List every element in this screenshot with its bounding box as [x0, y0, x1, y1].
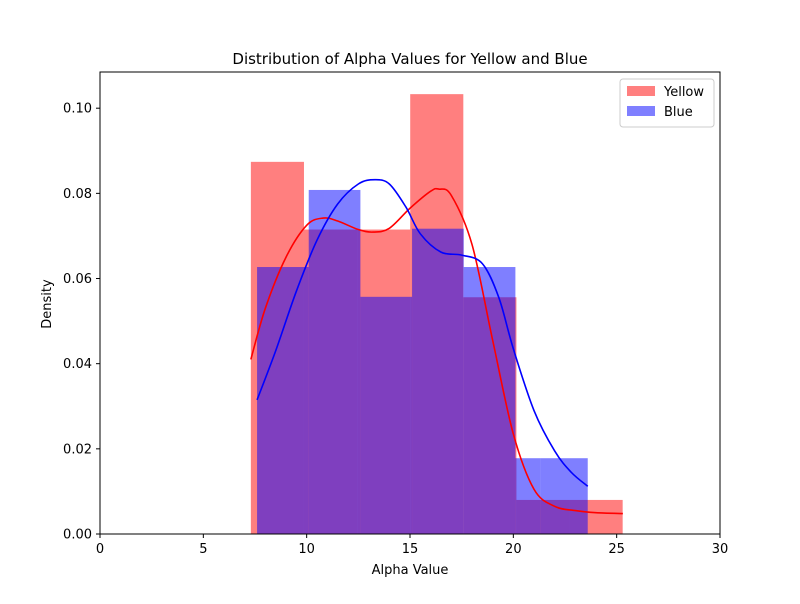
blue-histogram-bar	[412, 228, 464, 534]
x-tick-label: 10	[298, 542, 315, 557]
x-tick-label: 20	[505, 542, 522, 557]
x-axis-label: Alpha Value	[372, 563, 449, 578]
legend: Yellow Blue	[619, 78, 715, 128]
blue-histogram-bar	[515, 458, 541, 534]
yellow-kde-line	[250, 187, 623, 515]
legend-swatch-yellow	[627, 86, 655, 96]
legend-label-yellow: Yellow	[663, 85, 704, 100]
blue-histogram-bar	[360, 296, 413, 534]
axes: 0 5 10 15 20 25 30 0.00 0.02 0.04 0.06 0.08 0.10	[63, 71, 729, 557]
y-axis-label: Density	[40, 279, 55, 329]
blue-histogram-bar	[257, 267, 309, 534]
x-tick-label: 15	[402, 542, 419, 557]
legend-label-blue: Blue	[664, 105, 693, 120]
y-tick-label: 0.06	[63, 272, 92, 287]
y-tick-label: 0.02	[63, 442, 92, 457]
y-tick-label: 0.04	[63, 357, 92, 372]
legend-swatch-blue	[627, 106, 655, 116]
y-tick-label: 0.08	[63, 187, 92, 202]
blue-histogram-bar	[540, 458, 588, 534]
x-tick-label: 5	[199, 542, 207, 557]
x-tick-label: 30	[712, 542, 729, 557]
blue-histogram-bar	[308, 189, 361, 535]
plot-area	[250, 94, 623, 535]
y-tick-label: 0.00	[63, 528, 92, 543]
x-tick-label: 25	[608, 542, 625, 557]
y-tick-label: 0.10	[63, 102, 92, 117]
x-tick-label: 0	[96, 542, 104, 557]
blue-histogram-bar	[463, 267, 516, 534]
blue-kde-line	[256, 178, 589, 487]
chart-title: Distribution of Alpha Values for Yellow …	[232, 50, 587, 68]
